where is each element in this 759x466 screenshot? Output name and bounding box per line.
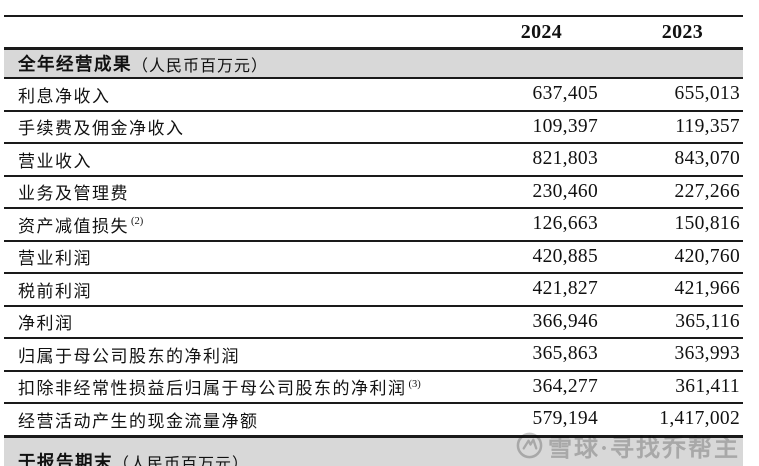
value-2023: 365,116 (675, 310, 740, 332)
section-header-period-end: 于报告期末 （人民币百万元） (4, 437, 743, 466)
value-2024: 420,885 (532, 245, 598, 267)
row-label: 资产减值损失 (18, 216, 129, 236)
row-label: 税前利润 (18, 281, 92, 301)
value-2023: 119,357 (675, 115, 740, 137)
table-row: 营业收入 821,803 843,070 (4, 144, 743, 177)
row-label: 归属于母公司股东的净利润 (18, 346, 240, 366)
col-header-2024: 2024 (520, 20, 562, 43)
table-header-row: 2024 2023 (4, 17, 743, 50)
table-row: 税前利润 421,827 421,966 (4, 274, 743, 307)
value-2023: 655,013 (674, 83, 740, 105)
value-2023: 150,816 (674, 213, 740, 235)
value-2024: 230,460 (532, 180, 598, 202)
table-row: 扣除非经常性损益后归属于母公司股东的净利润 (3) 364,277 361,411 (4, 372, 743, 404)
section-title: 于报告期末 (18, 452, 113, 466)
value-2023: 420,760 (674, 245, 740, 267)
xueqiu-logo-icon (516, 432, 543, 459)
value-2024: 579,194 (532, 408, 598, 430)
value-2024: 126,663 (532, 213, 598, 235)
table-row: 资产减值损失 (2) 126,663 150,816 (4, 209, 743, 242)
value-2024: 821,803 (532, 148, 598, 170)
value-2023: 1,417,002 (659, 408, 740, 430)
row-label: 利息净收入 (18, 86, 111, 106)
row-label: 营业利润 (18, 249, 92, 269)
value-2023: 421,966 (674, 278, 740, 300)
row-label: 经营活动产生的现金流量净额 (18, 411, 259, 431)
value-2024: 365,863 (532, 343, 598, 365)
value-2023: 363,993 (674, 343, 740, 365)
row-label: 营业收入 (18, 151, 92, 171)
row-label: 手续费及佣金净收入 (18, 119, 185, 139)
footnote-ref: (3) (408, 378, 421, 390)
table-row: 利息净收入 637,405 655,013 (4, 79, 743, 112)
value-2024: 366,946 (532, 310, 598, 332)
value-2023: 843,070 (674, 148, 740, 170)
value-2024: 421,827 (532, 278, 598, 300)
row-label: 业务及管理费 (18, 184, 129, 204)
value-2023: 361,411 (675, 375, 740, 397)
footnote-ref: (2) (131, 216, 144, 228)
row-label: 扣除非经常性损益后归属于母公司股东的净利润 (18, 379, 407, 399)
section-unit: （人民币百万元） (132, 57, 269, 75)
table-row: 业务及管理费 230,460 227,266 (4, 177, 743, 209)
table-row: 手续费及佣金净收入 109,397 119,357 (4, 112, 743, 144)
row-label: 净利润 (18, 314, 74, 334)
section-title: 全年经营成果 (18, 54, 132, 74)
table-row: 营业利润 420,885 420,760 (4, 242, 743, 274)
value-2024: 109,397 (532, 115, 598, 137)
value-2023: 227,266 (674, 180, 740, 202)
section-unit: （人民币百万元） (113, 455, 250, 466)
watermark-text: 雪球·寻找乔帮主 (548, 436, 741, 462)
section-header-annual-results: 全年经营成果 （人民币百万元） (4, 50, 743, 79)
value-2024: 637,405 (532, 83, 598, 105)
table-row: 净利润 366,946 365,116 (4, 307, 743, 339)
watermark: 雪球·寻找乔帮主 (516, 428, 740, 463)
financial-summary-table: 2024 2023 全年经营成果 （人民币百万元） 利息净收入 637,405 6… (4, 15, 743, 466)
col-header-2023: 2023 (661, 20, 703, 43)
table-row: 经营活动产生的现金流量净额 579,194 1,417,002 (4, 404, 743, 438)
table-row: 归属于母公司股东的净利润 365,863 363,993 (4, 339, 743, 372)
value-2024: 364,277 (532, 375, 598, 397)
